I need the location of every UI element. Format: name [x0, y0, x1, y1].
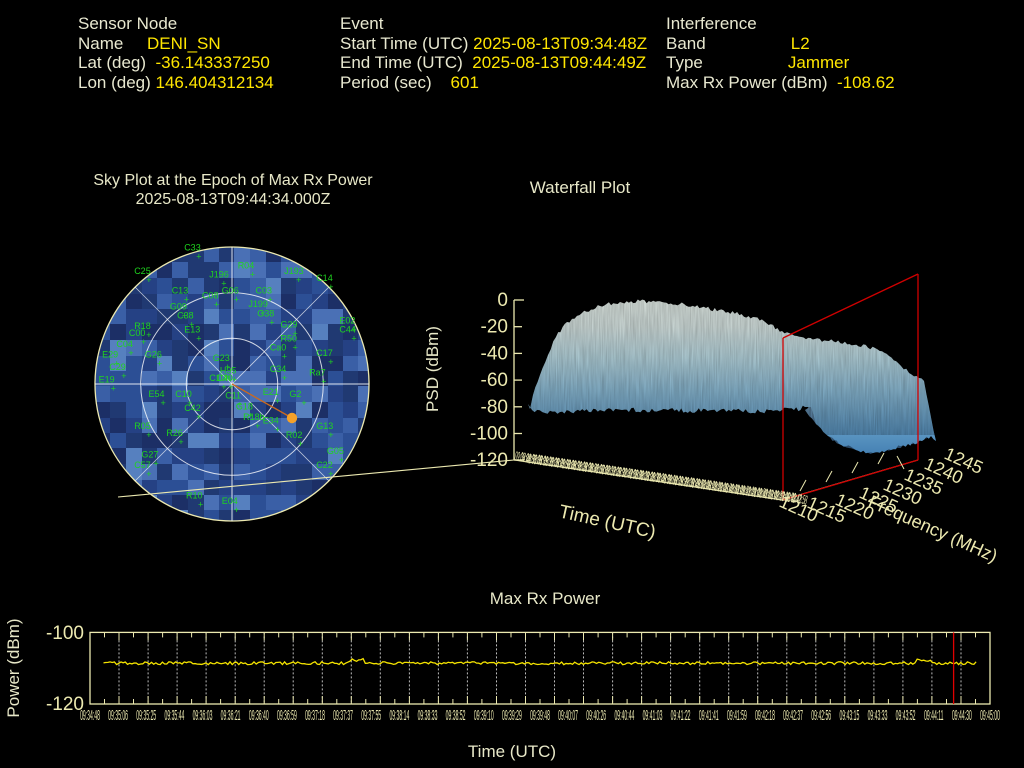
svg-text:09:41:41: 09:41:41: [699, 708, 719, 724]
svg-text:09:39:48: 09:39:48: [530, 708, 550, 724]
svg-text:09:45:00: 09:45:00: [980, 708, 1000, 724]
svg-text:09:44:30: 09:44:30: [952, 708, 972, 724]
svg-text:09:36:40: 09:36:40: [249, 708, 269, 724]
svg-text:09:37:37: 09:37:37: [333, 708, 353, 724]
svg-text:09:39:10: 09:39:10: [474, 708, 494, 724]
svg-text:09:43:15: 09:43:15: [839, 708, 859, 724]
svg-text:09:37:55: 09:37:55: [361, 708, 381, 724]
svg-text:09:39:29: 09:39:29: [502, 708, 522, 724]
svg-text:09:36:21: 09:36:21: [221, 708, 241, 724]
svg-text:-100: -100: [46, 623, 84, 644]
svg-text:09:42:56: 09:42:56: [811, 708, 831, 724]
svg-text:09:42:18: 09:42:18: [755, 708, 775, 724]
svg-text:09:36:59: 09:36:59: [277, 708, 297, 724]
svg-text:09:34:48: 09:34:48: [80, 708, 100, 724]
svg-text:09:35:06: 09:35:06: [108, 708, 128, 724]
svg-text:09:35:44: 09:35:44: [164, 708, 184, 724]
svg-text:09:38:14: 09:38:14: [389, 708, 409, 724]
svg-text:-120: -120: [46, 694, 84, 715]
svg-text:09:43:52: 09:43:52: [896, 708, 916, 724]
svg-text:09:38:33: 09:38:33: [418, 708, 438, 724]
svg-text:09:40:44: 09:40:44: [614, 708, 634, 724]
svg-text:09:44:11: 09:44:11: [924, 708, 943, 724]
svg-text:09:43:33: 09:43:33: [868, 708, 888, 724]
svg-text:09:36:03: 09:36:03: [193, 708, 213, 724]
svg-text:09:38:52: 09:38:52: [446, 708, 466, 724]
svg-text:09:40:07: 09:40:07: [558, 708, 578, 724]
svg-text:09:41:22: 09:41:22: [671, 708, 691, 724]
svg-text:09:37:18: 09:37:18: [305, 708, 325, 724]
svg-text:09:35:25: 09:35:25: [136, 708, 156, 724]
svg-text:09:41:59: 09:41:59: [727, 708, 747, 724]
svg-text:09:41:03: 09:41:03: [643, 708, 663, 724]
svg-text:09:40:26: 09:40:26: [586, 708, 606, 724]
svg-text:09:42:37: 09:42:37: [783, 708, 803, 724]
